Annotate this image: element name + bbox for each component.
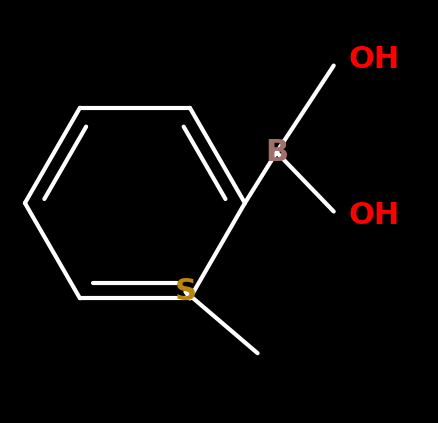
Text: OH: OH [348,45,399,74]
Text: B: B [265,138,287,167]
Text: S: S [174,277,196,306]
Text: OH: OH [348,201,399,230]
